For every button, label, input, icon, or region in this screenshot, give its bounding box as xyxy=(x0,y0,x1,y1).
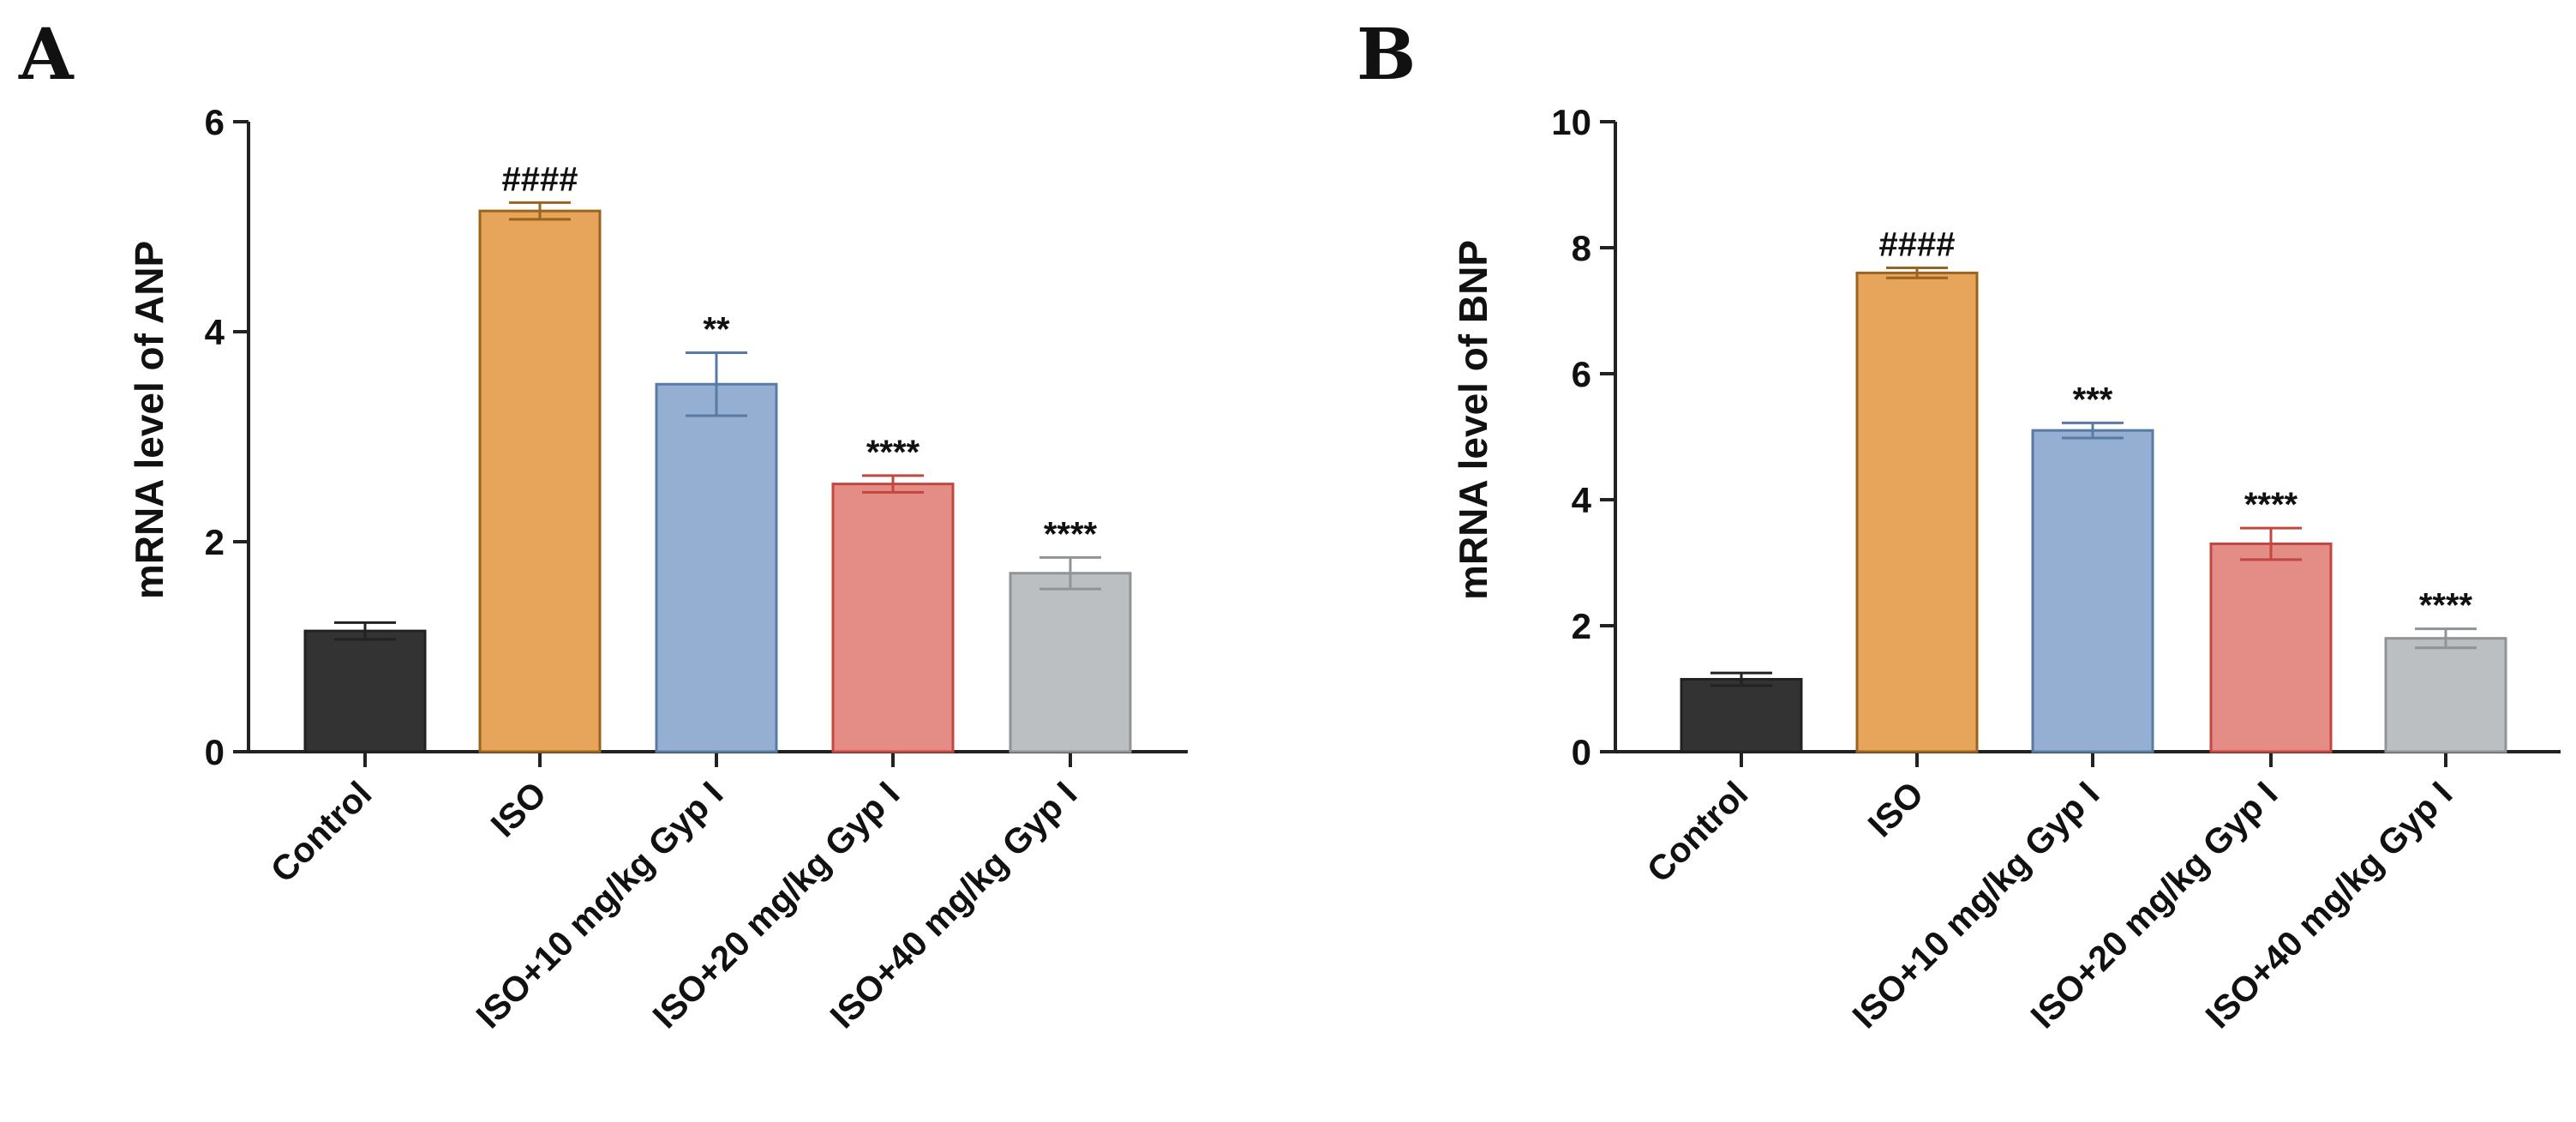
panel-a-significance-5: **** xyxy=(1044,515,1098,553)
panel-b-y-tick-label: 10 xyxy=(1551,102,1591,142)
panel-b-error-bar-3 xyxy=(2062,421,2124,440)
panel-b-significance-5: **** xyxy=(2419,587,2473,625)
panel-a-significance-4: **** xyxy=(866,434,920,471)
panel-b-error-bar-1 xyxy=(1710,671,1772,687)
panel-b-y-tick-label: 6 xyxy=(1572,354,1591,394)
panel-b-significance-3: *** xyxy=(2073,381,2113,418)
panel-a-y-tick-label: 6 xyxy=(205,102,225,142)
panel-a-error-bar-2 xyxy=(509,201,571,221)
panel-b-y-axis-label: mRNA level of BNP xyxy=(1451,240,1495,600)
panel-b-bar-5 xyxy=(2384,637,2507,753)
panel-a-y-axis-label: mRNA level of ANP xyxy=(127,241,171,599)
panel-b-category-label-1: Control xyxy=(1639,774,1756,891)
panel-b-bar-3 xyxy=(2031,429,2154,753)
panel-a-bar-2 xyxy=(478,209,602,753)
panel-a-bar-4 xyxy=(831,483,955,753)
panel-b-bar-2 xyxy=(1855,271,1979,753)
panel-b-y-tick-label: 0 xyxy=(1572,732,1591,772)
panel-a-error-bar-5 xyxy=(1039,555,1101,591)
panel-b-bar-1 xyxy=(1680,677,1803,753)
panel-b-category-label-2: ISO xyxy=(1860,774,1931,844)
panel-a-category-label-1: Control xyxy=(263,774,380,891)
panel-a-bar-3 xyxy=(655,382,778,753)
panel-b-y-tick-label: 4 xyxy=(1572,480,1592,520)
panel-a-y-tick-label: 2 xyxy=(205,522,225,562)
panel-b-error-bar-4 xyxy=(2240,526,2302,561)
panel-b-significance-4: **** xyxy=(2244,486,2298,524)
panel-a-bar-5 xyxy=(1009,572,1132,753)
panel-a-error-bar-4 xyxy=(862,474,924,494)
panel-b-error-bar-5 xyxy=(2415,627,2477,650)
panel-a-category-label-2: ISO xyxy=(483,774,554,844)
panel-a-error-bar-3 xyxy=(686,351,747,417)
panel-a-significance-2: #### xyxy=(502,160,578,198)
panel-a-label: A xyxy=(18,14,75,96)
panel-a-y-tick-label: 4 xyxy=(205,312,225,352)
panel-b-significance-2: #### xyxy=(1879,226,1956,264)
panel-b-y-tick-label: 2 xyxy=(1572,606,1591,646)
panel-b-y-tick-label: 8 xyxy=(1572,228,1591,268)
panel-a-y-tick-label: 0 xyxy=(205,732,225,772)
panel-b-bar-4 xyxy=(2209,542,2333,753)
panel-a-significance-3: ** xyxy=(703,311,730,349)
panel-a-error-bar-1 xyxy=(334,621,396,641)
panel-a-bar-1 xyxy=(303,629,427,753)
panel-b-error-bar-2 xyxy=(1886,267,1948,279)
panel-b-label: B xyxy=(1357,14,1416,96)
